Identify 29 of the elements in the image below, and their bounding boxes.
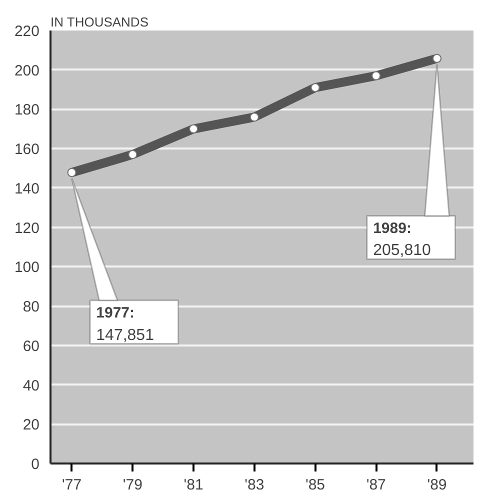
- x-tick-label: '77: [62, 476, 82, 494]
- annotation: 1989: 205,810: [373, 220, 432, 260]
- annotation: 1977: 147,851: [96, 304, 154, 344]
- x-tick-label: '83: [244, 476, 264, 494]
- point: [67, 168, 76, 177]
- x-tick-label: '89: [427, 476, 447, 494]
- y-tick-label: 180: [14, 102, 40, 119]
- x-tick-label: '79: [122, 476, 142, 494]
- y-tick-label: 80: [22, 298, 40, 316]
- y-tick-label: 100: [14, 259, 40, 276]
- point: [432, 54, 442, 63]
- point: [250, 112, 259, 122]
- x-tick-label: '85: [305, 476, 326, 494]
- x-tick-label: '81: [184, 476, 204, 494]
- y-tick-label: 40: [22, 377, 40, 394]
- y-tick-label: 140: [14, 180, 40, 198]
- y-tick-label: 20: [22, 416, 40, 434]
- y-tick-label: 120: [14, 220, 40, 237]
- x-tick-label: '87: [366, 476, 386, 494]
- point: [310, 83, 320, 92]
- point: [128, 150, 138, 159]
- point: [189, 124, 198, 134]
- y-tick-label: 220: [14, 23, 40, 40]
- y-axis-title: IN THOUSANDS: [50, 14, 149, 30]
- y-tick-label: 60: [22, 338, 40, 355]
- point: [372, 71, 381, 80]
- y-tick-label: 0: [31, 456, 40, 473]
- y-tick-label: 160: [14, 141, 40, 158]
- y-tick-label: 200: [14, 62, 40, 80]
